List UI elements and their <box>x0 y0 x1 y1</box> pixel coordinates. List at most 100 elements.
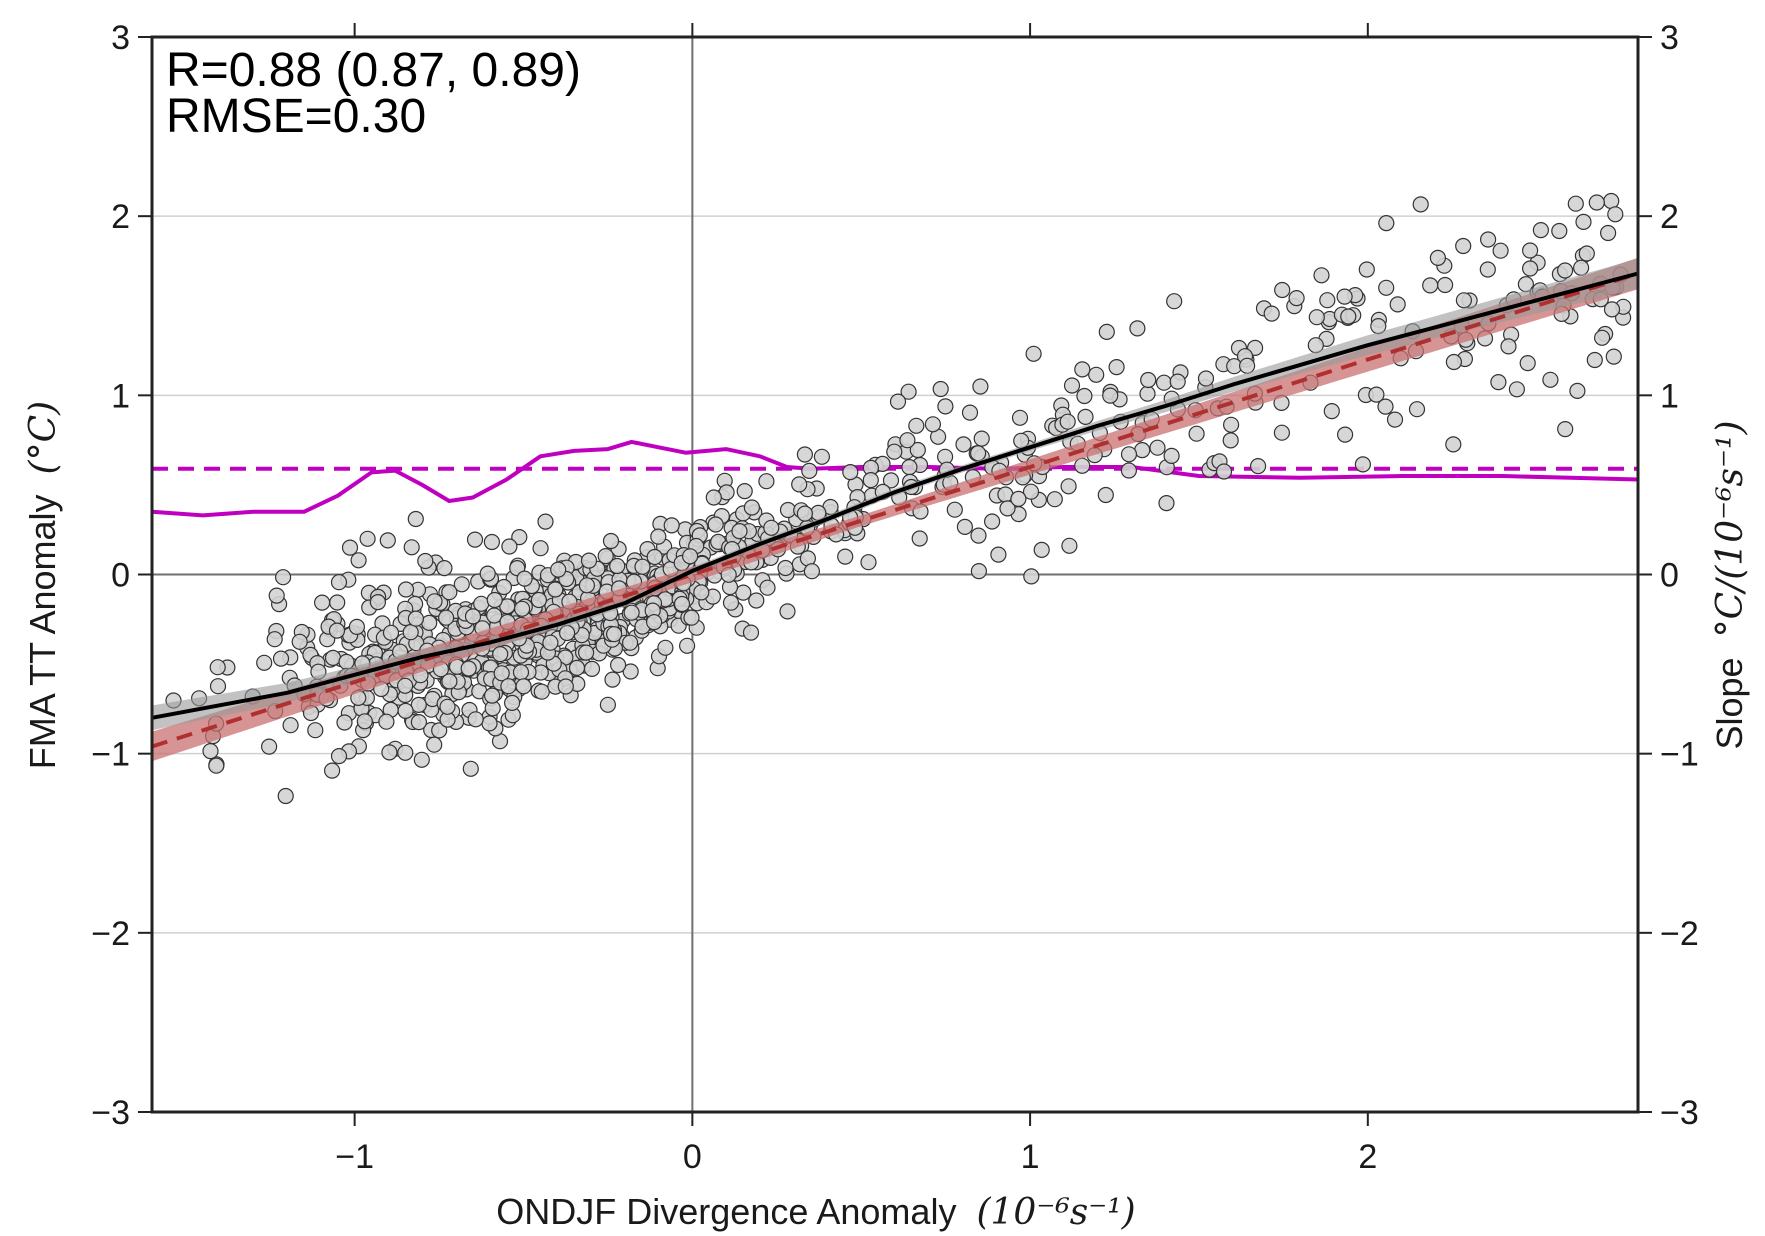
x-axis-title: ONDJF Divergence Anomaly (10⁻⁶s⁻¹) <box>496 1191 1135 1233</box>
scatter-point <box>1033 541 1050 559</box>
scatter-point <box>970 527 987 544</box>
scatter-point <box>1593 329 1611 346</box>
scatter-point <box>530 591 548 609</box>
fit-lines <box>151 271 1639 749</box>
scatter-point <box>1139 385 1156 402</box>
scatter-point <box>369 593 386 611</box>
scatter-point <box>1274 281 1291 299</box>
scatter-point <box>1059 413 1076 430</box>
scatter-point <box>1519 355 1536 372</box>
scatter-point <box>282 717 299 734</box>
scatter-point <box>356 713 373 730</box>
scatter-point <box>1532 222 1550 239</box>
scatter-point <box>908 417 925 434</box>
scatter-point <box>1098 323 1115 340</box>
scatter-point <box>453 576 470 593</box>
scatter-point <box>1010 490 1027 507</box>
scatter-point <box>547 581 564 598</box>
scatter-point <box>413 751 430 768</box>
scatter-point <box>542 634 559 651</box>
scatter-point <box>693 584 710 601</box>
scatter-point <box>382 624 400 641</box>
scatter-point <box>511 528 528 546</box>
scatter-point <box>973 430 990 447</box>
annotation-rmse: RMSE=0.30 <box>166 90 426 143</box>
scatter-point <box>1061 537 1078 554</box>
scatter-point <box>1445 436 1462 453</box>
scatter-point <box>1166 293 1183 310</box>
scatter-point <box>623 604 640 621</box>
scatter-point <box>483 533 500 551</box>
scatter-point <box>1567 195 1584 212</box>
scatter-point <box>758 473 775 490</box>
y-tick-label: 2 <box>111 198 130 236</box>
scatter-point <box>397 677 414 694</box>
scatter-point <box>1521 242 1539 259</box>
scatter-point <box>1603 301 1621 318</box>
scatter-point <box>707 516 724 533</box>
scatter-point <box>803 563 821 580</box>
scatter-point <box>605 626 623 643</box>
scatter-point <box>500 678 517 695</box>
y-axis-unit: (°C) <box>23 401 64 475</box>
scatter-point <box>1455 292 1473 309</box>
y2-tick-label: 1 <box>1660 377 1679 415</box>
scatter-point <box>379 532 396 549</box>
scatter-point <box>1222 416 1240 433</box>
scatter-point <box>837 548 854 565</box>
annotation-r: R=0.88 (0.87, 0.89) <box>166 44 581 97</box>
scatter-point <box>537 513 554 530</box>
scatter-point <box>513 600 531 617</box>
scatter-point <box>464 608 482 625</box>
scatter-point <box>1492 242 1509 259</box>
scatter-point <box>256 654 273 671</box>
scatter-point <box>481 715 498 732</box>
scatter-point <box>503 694 521 712</box>
scatter-point <box>842 464 859 481</box>
scatter-point <box>1074 457 1091 474</box>
scatter-point <box>759 579 776 596</box>
scatter-point <box>426 736 443 753</box>
scatter-point <box>1445 353 1463 371</box>
scatter-point <box>681 548 699 565</box>
scatter-point <box>1479 231 1497 248</box>
scatter-point <box>1129 320 1146 337</box>
scatter-point <box>813 448 831 465</box>
scatter-point <box>1077 408 1094 425</box>
scatter-point <box>1046 491 1063 508</box>
y2-tick-label: −3 <box>1660 1094 1699 1132</box>
scatter-point <box>397 581 415 598</box>
scatter-point <box>330 574 348 591</box>
scatter-point <box>329 594 346 611</box>
scatter-point <box>801 462 818 479</box>
scatter-point <box>1436 276 1454 294</box>
scatter-point <box>1273 424 1291 441</box>
scatter-point <box>970 562 988 580</box>
zero-lines <box>152 37 1638 1112</box>
scatter-point <box>417 552 434 570</box>
scatter-point <box>1575 213 1592 230</box>
x-tick-label: 1 <box>1021 1138 1040 1176</box>
y-tick-label: 0 <box>111 557 130 595</box>
scatter-point <box>426 593 443 610</box>
scatter-point <box>460 660 477 677</box>
scatter-point <box>1389 296 1406 313</box>
scatter-point <box>1455 237 1472 255</box>
scatter-point <box>397 702 414 720</box>
scatter-point <box>1340 308 1357 325</box>
scatter-point <box>678 637 696 654</box>
scatter-point <box>431 722 448 739</box>
scatter-point <box>348 618 365 636</box>
y2-axis-title: Slope °C/(10⁻⁶s⁻¹) <box>1709 420 1751 749</box>
scatter-point <box>1319 292 1336 309</box>
scatter-point <box>378 713 395 730</box>
scatter-point <box>1323 403 1340 420</box>
scatter-point <box>266 631 283 648</box>
scatter-point <box>609 557 626 575</box>
scatter-point <box>439 698 456 715</box>
scatter-point <box>1368 386 1385 403</box>
scatter-point <box>1578 245 1595 262</box>
scatter-point <box>277 787 294 805</box>
scatter-point <box>441 584 458 601</box>
scatter-point <box>1556 262 1574 279</box>
